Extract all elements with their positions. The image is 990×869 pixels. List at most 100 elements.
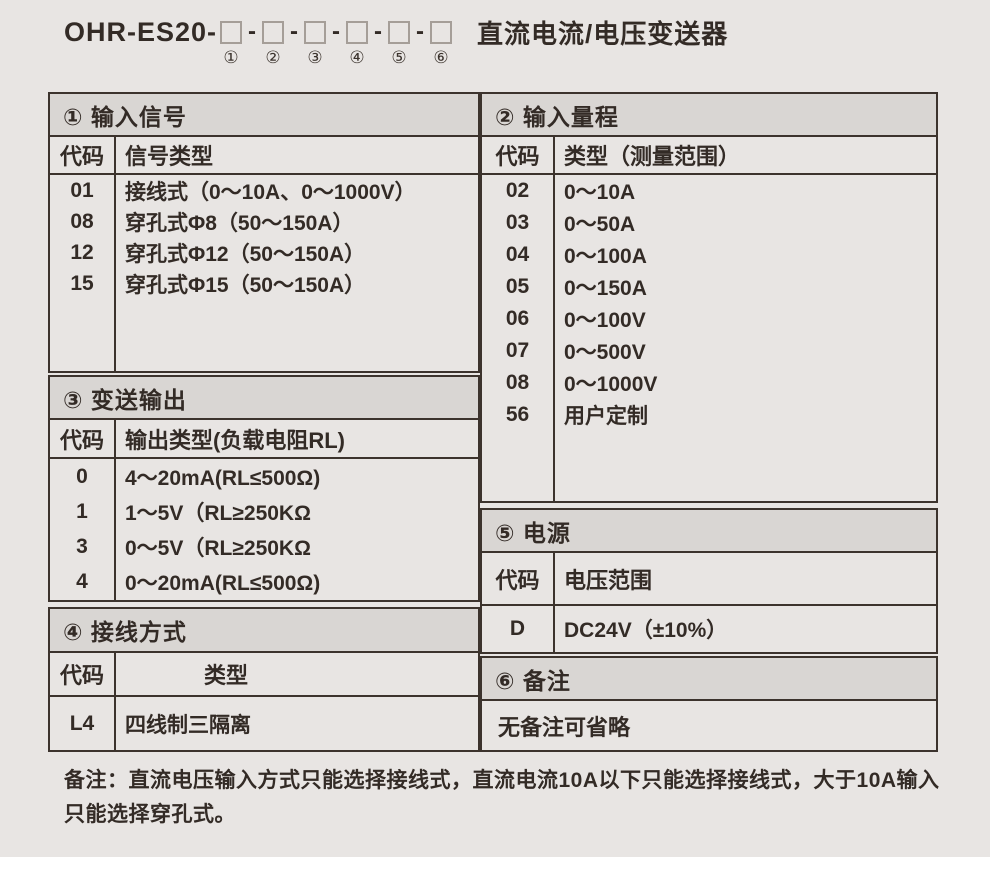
table-row: 3 0～5V（RL≥250KΩ [50,529,478,565]
code-cell: 56 [482,399,555,431]
type-cell: 穿孔式Φ8（50～150A） [125,211,354,235]
type-cell [116,299,478,371]
type-cell: DC24V（±10%） [564,619,728,642]
section-header-wiring: ④ 接线方式 [50,609,478,653]
type-cell: 穿孔式Φ15（50～150A） [125,273,366,297]
section-title: ⑤ 电源 [495,519,571,546]
table-row: 03 0～50A [482,207,936,239]
column-header-row: 代码 电压范围 [482,553,936,606]
code-cell: 01 [50,175,116,206]
column-header-row: 代码 信号类型 [50,137,478,175]
code-cell: D [482,606,555,652]
remark-text-cell: 无备注可省略 [498,714,631,740]
separator: - [248,18,257,45]
code-header-cell: 代码 [50,653,116,695]
code-header-cell: 代码 [50,420,116,457]
type-cell: 接线式（0～10A、0～1000V） [125,180,416,204]
order-code-slot-1: ① [220,20,243,67]
marker-4: ④ [349,47,365,67]
code-cell: 3 [50,529,116,565]
type-header-cell: 类型（测量范围） [564,144,741,169]
model-prefix: OHR-ES20- [64,16,218,47]
section-title: ① 输入信号 [63,103,187,130]
type-header-cell: 电压范围 [564,567,653,593]
type-cell: 0～100V [564,309,646,332]
section-input-signal: ① 输入信号 代码 信号类型 01 接线式（0～10A、0～1000V） 08 … [48,92,480,373]
type-cell: 0～150A [564,277,647,300]
code-header-cell: 代码 [482,137,555,173]
code-cell: 06 [482,303,555,335]
marker-3: ③ [307,47,323,67]
table-row: 1 1～5V（RL≥250KΩ [50,494,478,530]
type-cell: 0～500V [564,341,646,364]
type-cell: 1～5V（RL≥250KΩ [125,501,311,525]
section-header-power: ⑤ 电源 [482,510,936,553]
table-row: 02 0～10A [482,175,936,207]
code-cell: 0 [50,459,116,495]
column-header-row: 代码 输出类型(负载电阻RL) [50,420,478,459]
code-box-5 [388,20,411,44]
empty-filler-row [482,431,936,501]
type-cell: 0～50A [564,213,636,236]
table-left-column: ① 输入信号 代码 信号类型 01 接线式（0～10A、0～1000V） 08 … [48,92,480,752]
column-header-row: 代码 类型 [50,653,478,697]
type-cell: 0～10A [564,181,636,204]
code-cell: 05 [482,271,555,303]
type-cell: 四线制三隔离 [125,713,251,737]
code-box-2 [262,20,285,44]
table-row: 01 接线式（0～10A、0～1000V） [50,175,478,206]
code-cell: 1 [50,494,116,530]
code-cell: 4 [50,564,116,600]
type-cell: 0～1000V [564,373,658,396]
type-header-cell: 输出类型(负载电阻RL) [125,427,345,453]
code-cell: L4 [50,697,116,750]
ordering-table: ① 输入信号 代码 信号类型 01 接线式（0～10A、0～1000V） 08 … [48,92,938,752]
section-header-input-range: ② 输入量程 [482,94,936,137]
code-header-cell: 代码 [482,553,555,604]
code-cell: 02 [482,175,555,207]
section-title: ③ 变送输出 [63,386,187,413]
order-code-slot-2: ② [262,20,285,67]
table-row: 0 4～20mA(RL≤500Ω) [50,459,478,495]
code-cell: 04 [482,239,555,271]
code-cell: 03 [482,207,555,239]
table-row: 06 0～100V [482,303,936,335]
section-title: ⑥ 备注 [495,667,571,694]
code-box-1 [220,20,243,44]
type-cell [555,431,936,501]
table-row: 12 穿孔式Φ12（50～150A） [50,237,478,268]
column-header-row: 代码 类型（测量范围） [482,137,936,175]
code-cell [482,431,555,501]
table-row: 07 0～500V [482,335,936,367]
separator: - [290,18,299,45]
type-cell: 0～20mA(RL≤500Ω) [125,572,321,596]
section-header-remark: ⑥ 备注 [482,658,936,701]
code-cell: 12 [50,237,116,268]
empty-filler-row [50,299,478,371]
separator: - [416,18,425,45]
code-cell: 07 [482,335,555,367]
table-row: 56 用户定制 [482,399,936,431]
code-header-cell: 代码 [50,137,116,173]
order-code-slot-3: ③ [304,20,327,67]
code-box-4 [346,20,369,44]
type-cell: 穿孔式Φ12（50～150A） [125,242,366,266]
code-cell [50,299,116,371]
table-row: 4 0～20mA(RL≤500Ω) [50,564,478,600]
marker-1: ① [223,47,239,67]
order-code-slot-4: ④ [346,20,369,67]
table-row: 08 穿孔式Φ8（50～150A） [50,206,478,237]
type-cell: 用户定制 [564,405,648,428]
separator: - [332,18,341,45]
type-cell: 0～5V（RL≥250KΩ [125,537,311,561]
section-title: ④ 接线方式 [63,619,187,645]
table-row: 08 0～1000V [482,367,936,399]
code-box-6 [430,20,453,44]
product-name: 直流电流/电压变送器 [477,18,729,49]
table-row: 15 穿孔式Φ15（50～150A） [50,268,478,299]
code-cell: 15 [50,268,116,299]
marker-6: ⑥ [433,47,449,67]
section-remark: ⑥ 备注 无备注可省略 [480,656,938,752]
section-header-output: ③ 变送输出 [50,377,478,420]
table-row: D DC24V（±10%） [482,606,936,652]
